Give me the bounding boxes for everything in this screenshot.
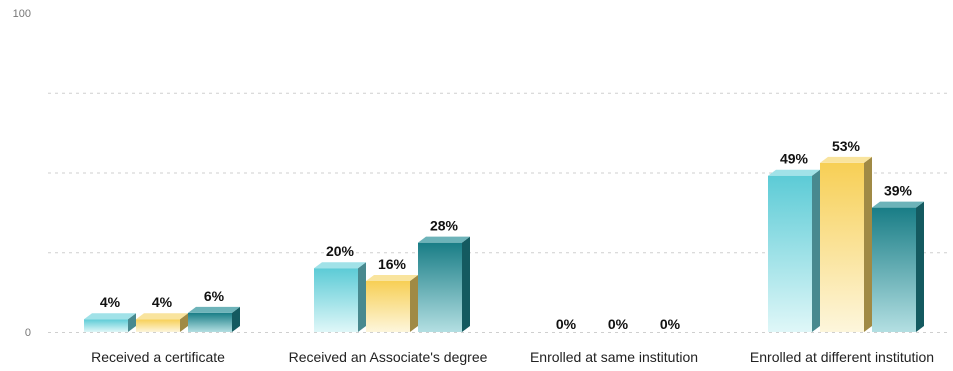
value-label: 20% xyxy=(326,243,355,259)
bar-top xyxy=(872,201,924,208)
value-label: 53% xyxy=(832,138,861,154)
bars xyxy=(84,156,924,332)
y-tick-label: 100 xyxy=(13,8,31,20)
y-axis: 0 100 xyxy=(13,8,31,339)
bar xyxy=(136,313,188,332)
category-label: Enrolled at same institution xyxy=(530,349,698,365)
bar-front xyxy=(314,268,358,332)
value-label: 4% xyxy=(152,294,173,310)
bar-top xyxy=(768,169,820,176)
bar-front xyxy=(84,319,128,332)
bar-top xyxy=(366,274,418,281)
value-label: 0% xyxy=(660,316,681,332)
bar xyxy=(188,306,240,332)
bar xyxy=(418,236,470,332)
bar-side xyxy=(232,306,240,332)
bar-side xyxy=(812,169,820,332)
labels: 4% 4% 6% Received a certificate 20% 16% 28% Rec… xyxy=(91,138,934,365)
y-tick-label: 0 xyxy=(25,327,31,339)
value-label: 39% xyxy=(884,183,913,199)
bar-front xyxy=(820,162,864,332)
bar-top xyxy=(84,313,136,320)
bar-front xyxy=(188,312,232,332)
category-label: Enrolled at different institution xyxy=(750,349,934,365)
bar-top xyxy=(314,262,366,269)
value-label: 0% xyxy=(556,316,577,332)
bar-front xyxy=(768,175,812,332)
value-label: 28% xyxy=(430,218,459,234)
bar xyxy=(768,169,820,332)
value-label: 6% xyxy=(204,288,225,304)
bar-front xyxy=(136,319,180,332)
bar xyxy=(820,156,872,332)
bar-side xyxy=(410,274,418,332)
bar-front xyxy=(872,207,916,332)
bar-top xyxy=(418,236,470,243)
bar xyxy=(366,274,418,332)
category-label: Received a certificate xyxy=(91,349,225,365)
bar-top xyxy=(820,156,872,163)
category-label: Received an Associate's degree xyxy=(289,349,488,365)
value-label: 4% xyxy=(100,294,121,310)
value-label: 49% xyxy=(780,151,809,167)
bar xyxy=(84,313,136,332)
value-label: 16% xyxy=(378,256,407,272)
bar-side xyxy=(916,201,924,332)
bar-side xyxy=(864,156,872,332)
bar xyxy=(314,262,366,332)
value-label: 0% xyxy=(608,316,629,332)
bar xyxy=(872,201,924,332)
bar-side xyxy=(128,313,136,332)
bar-side xyxy=(358,262,366,332)
bar-side xyxy=(180,313,188,332)
bar-top xyxy=(188,306,240,313)
bar-front xyxy=(418,242,462,332)
bar-front xyxy=(366,280,410,332)
bar-side xyxy=(462,236,470,332)
bar-top xyxy=(136,313,188,320)
